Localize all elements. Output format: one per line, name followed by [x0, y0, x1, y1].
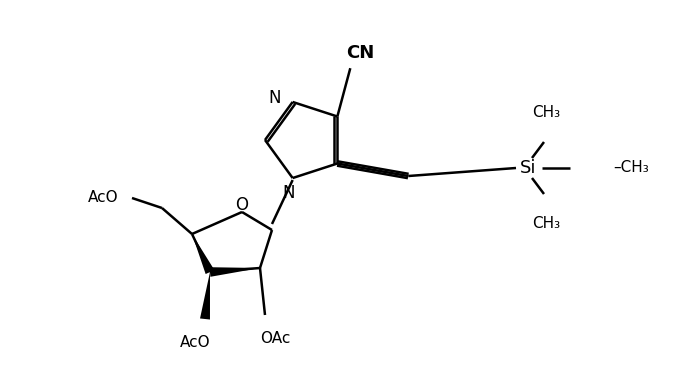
Polygon shape	[200, 272, 210, 319]
Text: CH₃: CH₃	[532, 105, 560, 120]
Text: CH₃: CH₃	[532, 216, 560, 231]
Polygon shape	[210, 267, 260, 277]
Polygon shape	[192, 234, 214, 274]
Text: N: N	[283, 184, 295, 202]
Text: AcO: AcO	[180, 335, 211, 350]
Text: Si: Si	[520, 159, 536, 177]
Text: AcO: AcO	[88, 190, 119, 206]
Text: O: O	[235, 196, 248, 214]
Text: –CH₃: –CH₃	[613, 161, 649, 176]
Text: N: N	[268, 89, 281, 107]
Text: CN: CN	[346, 44, 375, 62]
Text: OAc: OAc	[260, 331, 290, 346]
